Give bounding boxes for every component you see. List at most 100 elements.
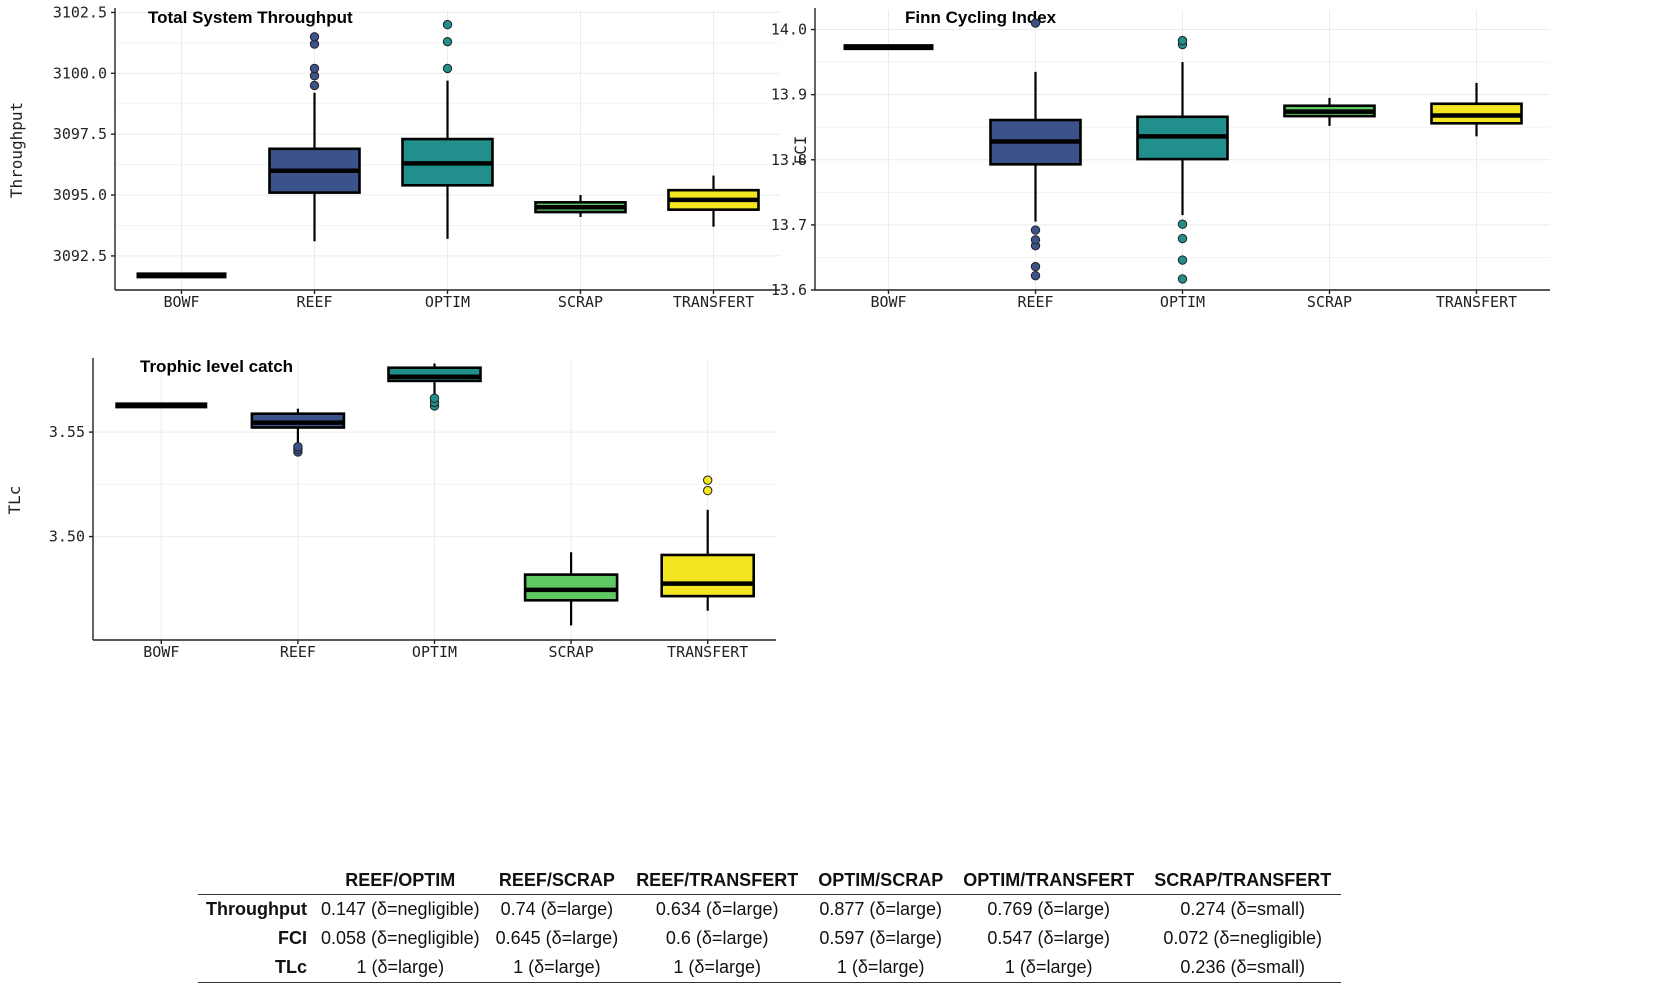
x-tick-label: REEF bbox=[296, 293, 332, 311]
table-cell: 0.645 (δ=large) bbox=[495, 928, 619, 948]
box-iqr bbox=[660, 553, 756, 598]
x-tick-label: REEF bbox=[280, 643, 316, 661]
table-cell: 0.877 (δ=large) bbox=[819, 899, 942, 919]
table-cell: 0.547 (δ=large) bbox=[987, 928, 1110, 948]
table-column-header: REEF/TRANSFERT bbox=[636, 870, 799, 890]
table-row: TLc 1 (δ=large) 1 (δ=large) 1 (δ=large) … bbox=[198, 953, 1342, 983]
table-corner-cell bbox=[198, 868, 313, 895]
table-cell: 1 (δ=large) bbox=[1004, 957, 1093, 977]
y-tick-label: 13.6 bbox=[771, 281, 807, 299]
table-cell: 1 (δ=large) bbox=[513, 957, 601, 977]
x-tick-label: TRANSFERT bbox=[667, 643, 748, 661]
table-cell: 1 (δ=large) bbox=[356, 957, 445, 977]
outlier-point bbox=[1177, 233, 1188, 244]
box-transfert bbox=[1430, 82, 1523, 137]
panel-title: Trophic level catch bbox=[140, 357, 293, 376]
outlier-point bbox=[1177, 219, 1188, 229]
box-scrap bbox=[523, 552, 619, 626]
y-tick-label: 13.7 bbox=[771, 216, 807, 234]
table-cell: 1 (δ=large) bbox=[673, 957, 761, 977]
x-tick-label: OPTIM bbox=[412, 643, 457, 661]
table-cell: 0.769 (δ=large) bbox=[987, 899, 1110, 919]
outlier-point bbox=[703, 475, 713, 485]
y-tick-label: 3.55 bbox=[49, 423, 85, 441]
x-tick-label: SCRAP bbox=[1307, 293, 1352, 311]
outlier-point bbox=[1177, 35, 1188, 46]
table-cell: 1 (δ=large) bbox=[836, 957, 925, 977]
box-iqr bbox=[523, 573, 619, 602]
outlier-point bbox=[1030, 270, 1041, 281]
x-tick-label: OPTIM bbox=[1160, 293, 1205, 311]
outlier-point bbox=[1030, 18, 1041, 28]
outlier-point bbox=[309, 80, 320, 91]
panel-throughput: 3092.5 3095.0 3097.5 3100.0 3102.5 BOWF REEF OP… bbox=[7, 3, 780, 311]
table-row-label: TLc bbox=[274, 957, 307, 977]
table-cell: 0.236 (δ=small) bbox=[1180, 957, 1305, 977]
panel-tlc: 3.50 3.55 BOWF REEF OPTIM SCRAP TRANSFERT TLc Tr… bbox=[5, 357, 776, 661]
table-cell: 0.058 (δ=negligible) bbox=[320, 928, 480, 948]
panel-fci: 13.6 13.7 13.8 13.9 14.0 BOWF REEF OPTIM SCRAP TR… bbox=[771, 8, 1550, 311]
y-axis-title: Throughput bbox=[7, 102, 26, 198]
outlier-point bbox=[429, 393, 440, 403]
box-reef bbox=[989, 18, 1082, 281]
x-tick-label: SCRAP bbox=[558, 293, 603, 311]
x-tick-label: TRANSFERT bbox=[1436, 293, 1517, 311]
table-cell: 0.072 (δ=negligible) bbox=[1163, 928, 1323, 948]
outlier-point bbox=[1030, 225, 1041, 235]
table-row-label: FCI bbox=[277, 928, 307, 948]
outlier-point bbox=[442, 63, 453, 74]
box-optim bbox=[387, 363, 482, 411]
x-tick-label: OPTIM bbox=[425, 293, 470, 311]
table-cell: 0.6 (δ=large) bbox=[665, 928, 769, 948]
outlier-point bbox=[1030, 235, 1041, 245]
box-transfert bbox=[660, 475, 756, 611]
table-header-row: REEF/OPTIM REEF/SCRAP REEF/TRANSFERT OPT… bbox=[198, 868, 1342, 895]
x-tick-label: BOWF bbox=[163, 293, 199, 311]
box-reef bbox=[268, 32, 361, 242]
table-column-header: REEF/SCRAP bbox=[498, 870, 615, 890]
y-axis-title: FCI bbox=[791, 136, 810, 165]
table-cell: 0.147 (δ=negligible) bbox=[320, 899, 480, 919]
y-tick-label: 3.50 bbox=[49, 528, 85, 546]
effect-size-table: REEF/OPTIM REEF/SCRAP REEF/TRANSFERT OPT… bbox=[198, 868, 1342, 983]
table-column-header: OPTIM/TRANSFERT bbox=[963, 870, 1135, 890]
table-row: FCI 0.058 (δ=negligible) 0.645 (δ=large)… bbox=[198, 924, 1341, 953]
outlier-point bbox=[703, 485, 713, 496]
box-optim bbox=[401, 19, 494, 239]
box-reef bbox=[250, 408, 346, 457]
outlier-point bbox=[1030, 261, 1041, 272]
x-tick-label: BOWF bbox=[143, 643, 179, 661]
table-row-label: Throughput bbox=[206, 899, 307, 919]
outlier-point bbox=[1177, 274, 1188, 284]
box-scrap bbox=[1283, 97, 1376, 126]
panel-title: Total System Throughput bbox=[148, 8, 353, 27]
table-row: Throughput 0.147 (δ=negligible) 0.74 (δ=… bbox=[198, 895, 1341, 925]
y-tick-label: 3097.5 bbox=[53, 125, 107, 143]
table-column-header: OPTIM/SCRAP bbox=[818, 870, 944, 890]
x-tick-label: TRANSFERT bbox=[673, 293, 754, 311]
table-column-header: SCRAP/TRANSFERT bbox=[1154, 870, 1332, 890]
table-cell: 0.74 (δ=large) bbox=[500, 899, 614, 919]
y-tick-label: 3095.0 bbox=[53, 186, 107, 204]
outlier-point bbox=[1177, 255, 1188, 265]
y-tick-label: 3100.0 bbox=[53, 64, 107, 82]
outlier-point bbox=[442, 36, 453, 47]
y-tick-label: 3092.5 bbox=[53, 247, 107, 265]
box-transfert bbox=[667, 175, 760, 227]
table-column-header: REEF/OPTIM bbox=[345, 870, 456, 890]
y-tick-label: 13.8 bbox=[771, 151, 807, 169]
outlier-point bbox=[309, 32, 320, 42]
table-cell: 0.634 (δ=large) bbox=[655, 899, 779, 919]
x-tick-label: BOWF bbox=[870, 293, 906, 311]
outlier-point bbox=[442, 19, 453, 30]
box-optim bbox=[1136, 35, 1229, 284]
outlier-point bbox=[309, 63, 320, 74]
y-axis-title: TLc bbox=[5, 486, 24, 515]
table-cell: 0.274 (δ=small) bbox=[1180, 899, 1305, 919]
y-tick-label: 14.0 bbox=[771, 21, 807, 39]
outlier-point bbox=[293, 442, 303, 452]
panel-title: Finn Cycling Index bbox=[905, 8, 1057, 27]
y-tick-label: 3102.5 bbox=[53, 3, 107, 21]
x-tick-label: REEF bbox=[1017, 293, 1053, 311]
table-cell: 0.597 (δ=large) bbox=[819, 928, 942, 948]
